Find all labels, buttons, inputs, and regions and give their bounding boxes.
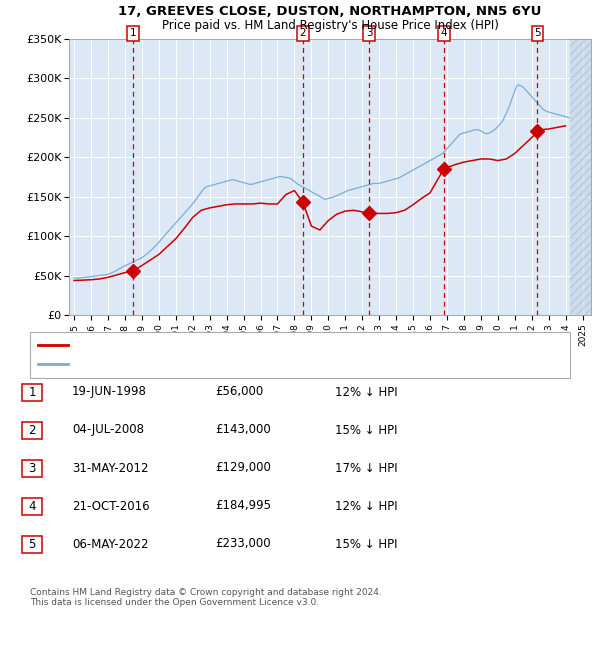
Text: 15% ↓ HPI: 15% ↓ HPI xyxy=(335,424,398,437)
Text: £143,000: £143,000 xyxy=(215,424,271,437)
Text: £56,000: £56,000 xyxy=(215,385,263,398)
Text: Price paid vs. HM Land Registry's House Price Index (HPI): Price paid vs. HM Land Registry's House … xyxy=(161,20,499,32)
Text: 21-OCT-2016: 21-OCT-2016 xyxy=(72,499,149,512)
Text: £184,995: £184,995 xyxy=(215,499,271,512)
Bar xyxy=(570,39,591,315)
Text: 5: 5 xyxy=(28,538,35,551)
Text: 17, GREEVES CLOSE, DUSTON, NORTHAMPTON, NN5 6YU (semi-detached house): 17, GREEVES CLOSE, DUSTON, NORTHAMPTON, … xyxy=(74,340,469,350)
Text: 12% ↓ HPI: 12% ↓ HPI xyxy=(335,385,398,398)
Text: HPI: Average price, semi-detached house, West Northamptonshire: HPI: Average price, semi-detached house,… xyxy=(74,359,398,369)
Text: 17, GREEVES CLOSE, DUSTON, NORTHAMPTON, NN5 6YU: 17, GREEVES CLOSE, DUSTON, NORTHAMPTON, … xyxy=(118,5,542,18)
Text: 31-MAY-2012: 31-MAY-2012 xyxy=(72,462,149,474)
Text: 17% ↓ HPI: 17% ↓ HPI xyxy=(335,462,398,474)
Text: £129,000: £129,000 xyxy=(215,462,271,474)
Text: £233,000: £233,000 xyxy=(215,538,271,551)
Text: 19-JUN-1998: 19-JUN-1998 xyxy=(72,385,147,398)
Text: 4: 4 xyxy=(440,29,447,38)
Text: 2: 2 xyxy=(299,29,306,38)
Text: 15% ↓ HPI: 15% ↓ HPI xyxy=(335,538,398,551)
Text: 3: 3 xyxy=(366,29,373,38)
Text: 04-JUL-2008: 04-JUL-2008 xyxy=(72,424,144,437)
Text: 12% ↓ HPI: 12% ↓ HPI xyxy=(335,499,398,512)
Text: 4: 4 xyxy=(28,499,36,512)
Text: 5: 5 xyxy=(534,29,541,38)
Text: 1: 1 xyxy=(28,385,36,398)
Text: 06-MAY-2022: 06-MAY-2022 xyxy=(72,538,149,551)
Text: 3: 3 xyxy=(28,462,35,474)
Text: 1: 1 xyxy=(130,29,136,38)
Text: Contains HM Land Registry data © Crown copyright and database right 2024.
This d: Contains HM Land Registry data © Crown c… xyxy=(30,588,382,607)
Text: 2: 2 xyxy=(28,424,36,437)
